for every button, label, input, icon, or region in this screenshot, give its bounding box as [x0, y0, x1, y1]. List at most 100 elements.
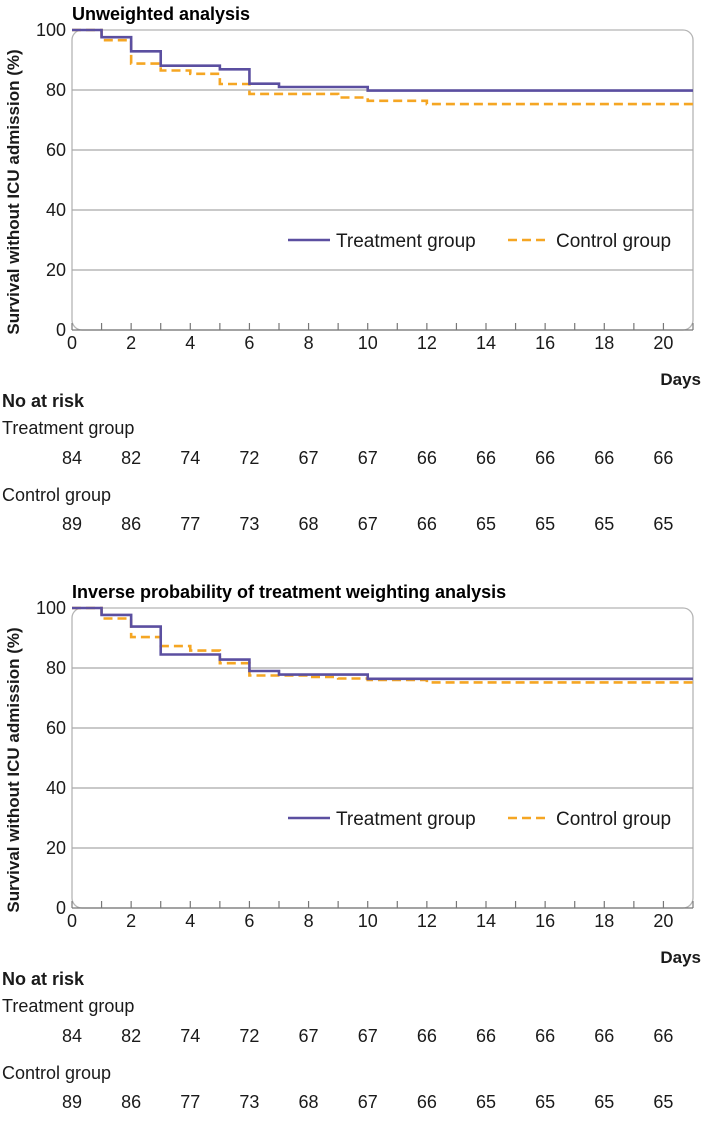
risk-count: 86 — [121, 514, 141, 534]
x-tick-label: 2 — [126, 333, 136, 353]
x-tick-label: 0 — [67, 333, 77, 353]
risk-count: 84 — [62, 448, 82, 468]
risk-group-label: Treatment group — [2, 996, 134, 1016]
risk-count: 89 — [62, 514, 82, 534]
x-tick-label: 6 — [244, 911, 254, 931]
risk-count: 73 — [239, 514, 259, 534]
x-tick-label: 16 — [535, 333, 555, 353]
y-axis-title: Survival without ICU admission (%) — [4, 49, 23, 334]
risk-count: 65 — [653, 514, 673, 534]
risk-count: 77 — [180, 514, 200, 534]
x-tick-label: 10 — [358, 333, 378, 353]
risk-count: 66 — [417, 514, 437, 534]
x-axis-title: Days — [660, 370, 701, 389]
risk-count: 67 — [358, 448, 378, 468]
x-tick-label: 10 — [358, 911, 378, 931]
risk-count: 66 — [417, 448, 437, 468]
risk-count: 65 — [476, 1092, 496, 1112]
risk-count: 65 — [535, 1092, 555, 1112]
x-tick-label: 0 — [67, 911, 77, 931]
km-chart-iptw: Inverse probability of treatment weighti… — [2, 582, 701, 1112]
risk-count: 65 — [476, 514, 496, 534]
risk-count: 89 — [62, 1092, 82, 1112]
y-tick-label: 20 — [46, 838, 66, 858]
plot-frame — [71, 29, 694, 331]
risk-count: 65 — [594, 514, 614, 534]
risk-count: 82 — [121, 448, 141, 468]
y-tick-label: 60 — [46, 718, 66, 738]
y-tick-label: 100 — [36, 598, 66, 618]
risk-count: 66 — [535, 1026, 555, 1046]
x-tick-label: 6 — [244, 333, 254, 353]
legend-label-control: Control group — [556, 231, 671, 252]
x-tick-label: 14 — [476, 911, 496, 931]
x-tick-label: 12 — [417, 911, 437, 931]
chart-title: Unweighted analysis — [72, 4, 250, 24]
risk-table-title: No at risk — [2, 969, 85, 989]
y-tick-label: 100 — [36, 20, 66, 40]
risk-group-label: Control group — [2, 485, 111, 505]
risk-count: 65 — [535, 514, 555, 534]
risk-count: 66 — [417, 1092, 437, 1112]
legend-label-control: Control group — [556, 809, 671, 830]
risk-count: 66 — [476, 1026, 496, 1046]
risk-count: 74 — [180, 448, 200, 468]
x-tick-label: 12 — [417, 333, 437, 353]
risk-count: 65 — [653, 1092, 673, 1112]
y-tick-label: 80 — [46, 80, 66, 100]
x-tick-label: 8 — [304, 333, 314, 353]
risk-count: 67 — [358, 514, 378, 534]
series-line-treatment — [72, 28, 693, 92]
x-tick-label: 8 — [304, 911, 314, 931]
risk-count: 66 — [653, 448, 673, 468]
risk-count: 66 — [476, 448, 496, 468]
x-tick-label: 20 — [653, 333, 673, 353]
y-tick-label: 40 — [46, 200, 66, 220]
plot-frame — [71, 607, 694, 909]
risk-count: 72 — [239, 1026, 259, 1046]
y-tick-label: 60 — [46, 140, 66, 160]
risk-count: 73 — [239, 1092, 259, 1112]
y-tick-label: 20 — [46, 260, 66, 280]
x-tick-label: 18 — [594, 333, 614, 353]
x-tick-label: 20 — [653, 911, 673, 931]
risk-count: 67 — [358, 1026, 378, 1046]
x-tick-label: 18 — [594, 911, 614, 931]
y-tick-label: 80 — [46, 658, 66, 678]
legend-label-treatment: Treatment group — [336, 231, 476, 252]
risk-count: 66 — [535, 448, 555, 468]
chart-panel-iptw: Inverse probability of treatment weighti… — [0, 578, 702, 1126]
series-line-treatment — [72, 606, 693, 681]
x-tick-label: 4 — [185, 333, 195, 353]
legend-label-treatment: Treatment group — [336, 809, 476, 830]
chart-panel-unweighted: Unweighted analysis 0 20 40 60 80 100 0 2 4 6 8 10 12… — [0, 0, 702, 548]
risk-count: 68 — [299, 514, 319, 534]
x-axis-title: Days — [660, 948, 701, 967]
y-axis-title: Survival without ICU admission (%) — [4, 627, 23, 912]
x-tick-label: 16 — [535, 911, 555, 931]
y-tick-label: 0 — [56, 320, 66, 340]
risk-count: 74 — [180, 1026, 200, 1046]
risk-count: 65 — [594, 1092, 614, 1112]
risk-count: 68 — [299, 1092, 319, 1112]
risk-count: 66 — [594, 1026, 614, 1046]
risk-table-title: No at risk — [2, 391, 85, 411]
risk-count: 72 — [239, 448, 259, 468]
risk-count: 67 — [299, 448, 319, 468]
x-tick-label: 4 — [185, 911, 195, 931]
chart-title: Inverse probability of treatment weighti… — [72, 582, 506, 602]
x-tick-label: 2 — [126, 911, 136, 931]
risk-count: 82 — [121, 1026, 141, 1046]
risk-count: 67 — [358, 1092, 378, 1112]
risk-group-label: Control group — [2, 1063, 111, 1083]
risk-group-label: Treatment group — [2, 418, 134, 438]
risk-count: 77 — [180, 1092, 200, 1112]
x-tick-label: 14 — [476, 333, 496, 353]
risk-count: 66 — [417, 1026, 437, 1046]
y-tick-label: 0 — [56, 898, 66, 918]
risk-count: 67 — [299, 1026, 319, 1046]
y-tick-label: 40 — [46, 778, 66, 798]
risk-count: 66 — [594, 448, 614, 468]
risk-count: 86 — [121, 1092, 141, 1112]
